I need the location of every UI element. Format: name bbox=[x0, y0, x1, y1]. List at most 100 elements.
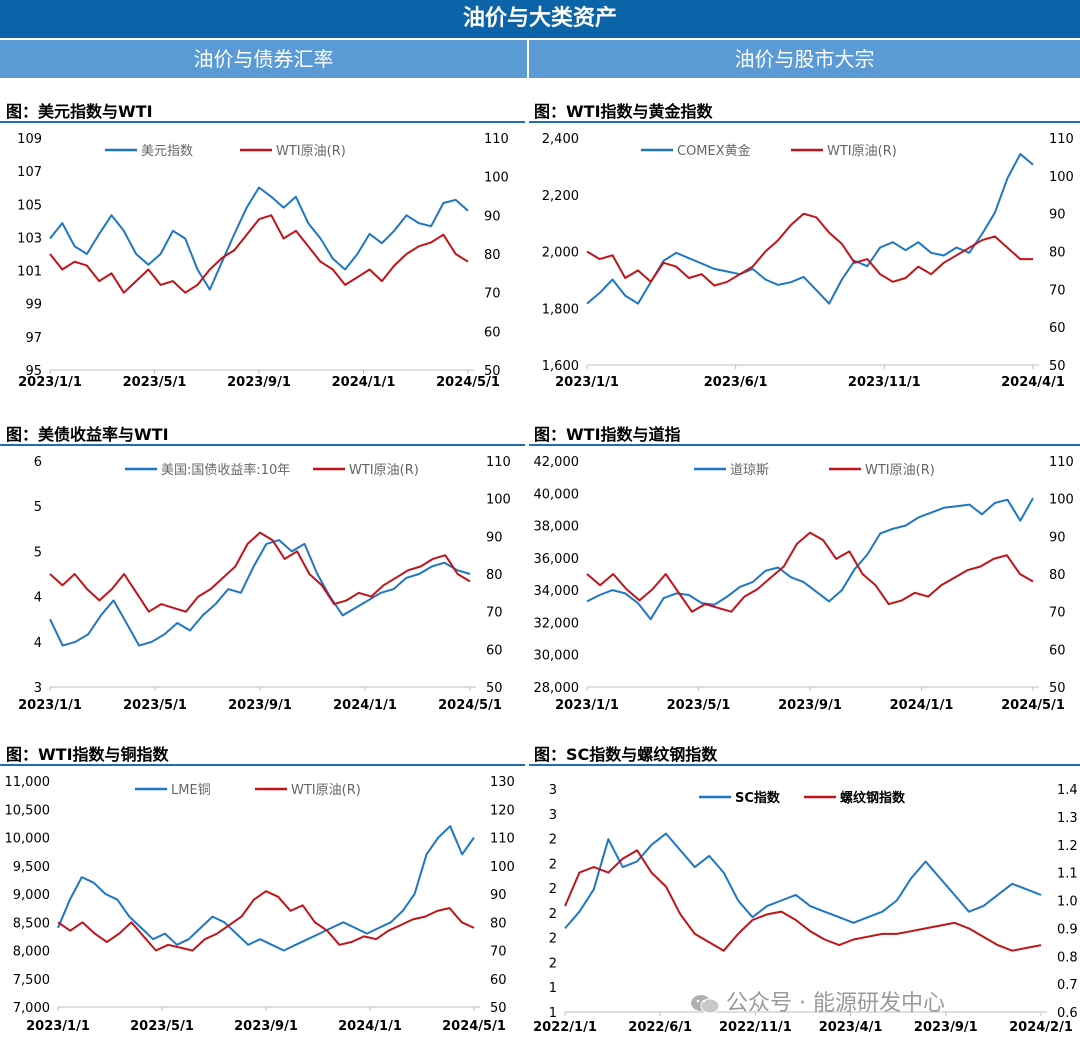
chart-usd-wti: 1091071051031019997951101009080706050202… bbox=[17, 132, 509, 390]
y-right-tick-label: 110 bbox=[1049, 455, 1074, 470]
y-left-tick-label: 1,600 bbox=[542, 359, 579, 374]
legend-label: 美国:国债收益率:10年 bbox=[161, 462, 290, 478]
y-left-tick-label: 36,000 bbox=[534, 552, 580, 567]
title-rule bbox=[0, 764, 525, 766]
y-right-tick-label: 50 bbox=[1049, 681, 1066, 696]
y-left-tick-label: 3 bbox=[549, 783, 557, 798]
y-right-tick-label: 1.1 bbox=[1057, 867, 1078, 882]
x-tick-label: 2023/1/1 bbox=[18, 375, 82, 390]
y-right-tick-label: 50 bbox=[484, 364, 501, 379]
y-right-tick-label: 70 bbox=[1049, 606, 1066, 621]
legend-label: WTI原油(R) bbox=[827, 144, 897, 159]
y-right-tick-label: 90 bbox=[490, 888, 507, 903]
y-left-tick-label: 3 bbox=[34, 681, 42, 696]
section-header-bonds-fx: 油价与债券汇率 bbox=[0, 40, 527, 78]
series-line-primary bbox=[564, 832, 1042, 930]
x-tick-label: 2024/5/1 bbox=[436, 375, 500, 390]
title-rule bbox=[529, 444, 1080, 446]
x-tick-label: 2024/5/1 bbox=[438, 698, 502, 713]
y-left-tick-label: 10,000 bbox=[5, 832, 51, 847]
y-right-tick-label: 100 bbox=[1049, 493, 1074, 508]
y-left-tick-label: 30,000 bbox=[534, 649, 580, 664]
y-left-tick-label: 7,000 bbox=[13, 1001, 50, 1016]
title-rule bbox=[529, 121, 1080, 123]
x-tick-label: 2023/1/1 bbox=[26, 1019, 90, 1034]
y-right-tick-label: 50 bbox=[1049, 359, 1066, 374]
y-right-tick-label: 60 bbox=[484, 325, 501, 340]
x-tick-label: 2023/11/1 bbox=[848, 375, 921, 390]
legend-label: LME铜 bbox=[171, 783, 211, 798]
x-tick-label: 2022/1/1 bbox=[533, 1020, 597, 1035]
y-right-tick-label: 100 bbox=[490, 860, 515, 875]
legend-label: 道琼斯 bbox=[730, 463, 769, 478]
title-rule bbox=[0, 121, 525, 123]
chart-wti-dow: 42,000 40,000 38,000 36,000 34,000 32,000 30,0… bbox=[534, 455, 1074, 713]
y-right-tick-label: 90 bbox=[1049, 530, 1066, 545]
y-right-tick-label: 60 bbox=[1049, 321, 1066, 336]
y-left-tick-label: 1 bbox=[549, 1006, 557, 1021]
x-tick-label: 2023/9/1 bbox=[234, 1019, 298, 1034]
y-right-tick-label: 0.8 bbox=[1057, 950, 1078, 965]
x-tick-label: 2024/1/1 bbox=[332, 375, 396, 390]
x-tick-label: 2023/5/1 bbox=[130, 1019, 194, 1034]
series-line-secondary bbox=[564, 849, 1042, 952]
x-tick-label: 2023/1/1 bbox=[18, 698, 82, 713]
watermark-text: 公众号 · 能源研发中心 bbox=[726, 991, 945, 1016]
y-right-tick-label: 0.6 bbox=[1057, 1006, 1078, 1021]
chart-title-wti-copper: 图：WTI指数与铜指数 bbox=[6, 745, 169, 764]
x-tick-label: 2024/5/1 bbox=[442, 1019, 506, 1034]
legend-label: WTI原油(R) bbox=[291, 783, 361, 798]
chart-title-wti-gold: 图：WTI指数与黄金指数 bbox=[534, 102, 713, 121]
series-line-primary bbox=[586, 497, 1034, 621]
x-tick-label: 2023/1/1 bbox=[555, 698, 619, 713]
y-left-tick-label: 34,000 bbox=[534, 584, 580, 599]
y-left-tick-label: 32,000 bbox=[534, 616, 580, 631]
y-left-tick-label: 4 bbox=[34, 591, 42, 606]
chart-title-sc-rebar: 图：SC指数与螺纹钢指数 bbox=[534, 745, 718, 764]
y-left-tick-label: 2,000 bbox=[542, 246, 579, 261]
y-right-tick-label: 100 bbox=[486, 493, 511, 508]
x-tick-label: 2024/2/1 bbox=[1009, 1020, 1073, 1035]
y-right-tick-label: 100 bbox=[1049, 170, 1074, 185]
y-left-tick-label: 5 bbox=[34, 500, 42, 515]
chart-title-yield-wti: 图：美债收益率与WTI bbox=[6, 425, 169, 444]
y-left-tick-label: 2 bbox=[549, 956, 557, 971]
y-right-tick-label: 90 bbox=[1049, 208, 1066, 223]
x-tick-label: 2022/11/1 bbox=[719, 1020, 792, 1035]
y-left-tick-label: 97 bbox=[25, 331, 42, 346]
title-rule bbox=[529, 764, 1080, 766]
y-left-tick-label: 103 bbox=[17, 231, 42, 246]
y-right-tick-label: 60 bbox=[486, 643, 503, 658]
y-left-tick-label: 6 bbox=[34, 455, 42, 470]
y-left-tick-label: 95 bbox=[25, 364, 42, 379]
x-tick-label: 2024/1/1 bbox=[890, 698, 954, 713]
y-left-tick-label: 7,500 bbox=[13, 973, 50, 988]
y-left-tick-label: 8,500 bbox=[13, 916, 50, 931]
y-right-tick-label: 110 bbox=[490, 832, 515, 847]
main-banner: 油价与大类资产 bbox=[0, 0, 1080, 38]
y-left-tick-label: 28,000 bbox=[534, 681, 580, 696]
y-left-tick-label: 5 bbox=[34, 545, 42, 560]
x-tick-label: 2023/5/1 bbox=[123, 375, 187, 390]
y-right-tick-label: 90 bbox=[484, 209, 501, 224]
y-left-tick-label: 42,000 bbox=[534, 455, 580, 470]
x-tick-label: 2023/5/1 bbox=[667, 698, 731, 713]
series-line-secondary bbox=[57, 890, 475, 952]
y-left-tick-label: 3 bbox=[549, 808, 557, 823]
y-left-tick-label: 10,500 bbox=[5, 803, 51, 818]
y-left-tick-label: 99 bbox=[25, 298, 42, 313]
y-right-tick-label: 80 bbox=[490, 916, 507, 931]
y-left-tick-label: 38,000 bbox=[534, 520, 580, 535]
series-line-primary bbox=[49, 186, 469, 291]
y-right-tick-label: 70 bbox=[1049, 283, 1066, 298]
chart-title-wti-dow: 图：WTI指数与道指 bbox=[534, 425, 681, 444]
series-line-primary bbox=[57, 825, 475, 952]
y-left-tick-label: 1,800 bbox=[542, 302, 579, 317]
x-tick-label: 2023/9/1 bbox=[778, 698, 842, 713]
y-right-tick-label: 1.2 bbox=[1057, 839, 1078, 854]
y-right-tick-label: 60 bbox=[1049, 643, 1066, 658]
y-left-tick-label: 2 bbox=[549, 907, 557, 922]
legend-label: WTI原油(R) bbox=[276, 144, 346, 159]
x-tick-label: 2024/1/1 bbox=[338, 1019, 402, 1034]
legend-label: WTI原油(R) bbox=[349, 463, 419, 478]
